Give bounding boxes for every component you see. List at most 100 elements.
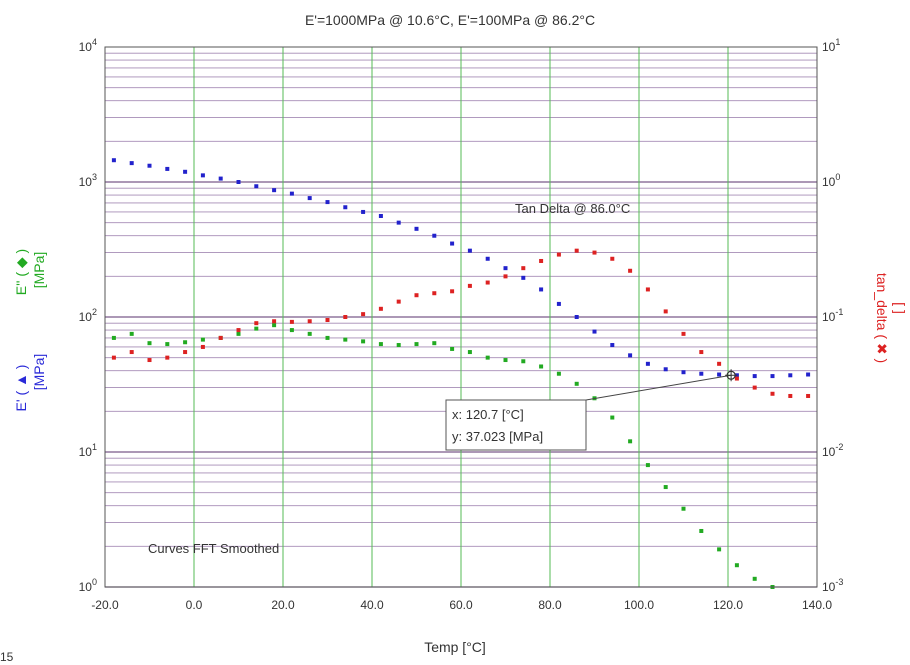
x-tick-label: 60.0: [449, 598, 473, 612]
data-point: [432, 291, 437, 296]
data-point: [467, 350, 472, 355]
corner-label: 15: [0, 650, 14, 664]
data-point: [307, 196, 312, 201]
y-right-tick-label: 101: [822, 37, 840, 54]
data-point: [396, 343, 401, 348]
smoothing-annotation: Curves FFT Smoothed: [148, 541, 279, 556]
x-tick-label: -20.0: [91, 598, 119, 612]
data-point: [200, 173, 205, 178]
x-tick-label: 140.0: [802, 598, 832, 612]
data-point: [414, 226, 419, 231]
data-point: [734, 563, 739, 568]
data-point: [467, 248, 472, 253]
tick-labels: -20.0 0.0 20.0 40.0 60.0 80.0 100.0 120.0 140.0 1…: [79, 37, 844, 612]
data-point: [111, 355, 116, 360]
data-point: [645, 361, 650, 366]
data-point: [165, 355, 170, 360]
data-point: [521, 266, 526, 271]
data-point: [272, 323, 277, 328]
data-point: [272, 319, 277, 324]
data-point: [343, 315, 348, 319]
cursor-x-readout: x: 120.7 [°C]: [452, 407, 524, 422]
data-point: [361, 312, 366, 317]
data-point: [556, 371, 561, 376]
data-point: [574, 248, 579, 253]
data-point: [503, 274, 508, 279]
y-right-tick-label: 100: [822, 172, 840, 189]
data-point: [236, 328, 241, 333]
y-left-tick-label: 104: [79, 37, 97, 54]
data-point: [734, 376, 739, 381]
series-E-group: [111, 323, 775, 589]
data-point: [183, 169, 188, 174]
data-point: [574, 381, 579, 386]
cursor-readout-box: [445, 399, 587, 451]
y-left-tick-label: 102: [79, 307, 97, 324]
data-point: [183, 340, 188, 345]
data-point: [129, 161, 134, 166]
y-right-tick-label: 10-2: [822, 442, 843, 459]
data-point: [414, 293, 419, 298]
data-point: [681, 370, 686, 375]
data-point: [129, 350, 134, 355]
data-point: [272, 188, 277, 193]
series-E-group: [111, 158, 811, 379]
data-point: [183, 350, 188, 355]
data-point: [645, 287, 650, 292]
data-point: [218, 335, 223, 340]
cursor-y-readout: y: 37.023 [MPa]: [452, 429, 543, 444]
data-point: [592, 329, 597, 334]
data-point: [717, 361, 722, 366]
data-point: [539, 287, 544, 292]
y-left-tick-label: 103: [79, 172, 97, 189]
data-point: [699, 528, 704, 533]
x-axis-label: Temp [°C]: [424, 639, 486, 655]
data-point: [485, 280, 490, 285]
x-tick-label: 120.0: [713, 598, 743, 612]
data-point: [361, 209, 366, 214]
data-point: [414, 342, 419, 347]
data-point: [610, 415, 615, 420]
data-point: [628, 268, 633, 273]
data-point: [325, 200, 330, 205]
series-layer: [111, 158, 811, 589]
left-axis-label-primary: E' ( ▲ ): [13, 365, 29, 412]
data-point: [485, 256, 490, 261]
data-point: [806, 393, 811, 398]
data-point: [325, 318, 330, 323]
data-point: [378, 342, 383, 347]
data-point: [717, 547, 722, 552]
data-point: [503, 266, 508, 271]
data-point: [628, 439, 633, 444]
x-tick-label: 20.0: [271, 598, 295, 612]
data-point: [396, 299, 401, 304]
data-point: [752, 576, 757, 581]
data-point: [663, 485, 668, 490]
data-point: [378, 213, 383, 218]
data-point: [254, 321, 259, 326]
data-point: [628, 353, 633, 358]
right-axis-label-unit: [ ]: [892, 302, 908, 314]
data-point: [325, 335, 330, 340]
data-point: [592, 250, 597, 255]
data-point: [378, 306, 383, 311]
x-tick-label: 80.0: [538, 598, 562, 612]
data-point: [236, 180, 241, 184]
data-point: [129, 331, 134, 336]
data-point: [717, 372, 722, 377]
data-point: [361, 339, 366, 344]
left-axis-label-secondary: E'' ( ◆ ): [13, 249, 29, 295]
data-point: [343, 205, 348, 210]
cursor-leader-line: [585, 374, 732, 401]
data-point: [289, 191, 294, 196]
y-right-tick-label: 10-1: [822, 307, 843, 324]
data-point: [556, 252, 561, 257]
data-point: [539, 364, 544, 369]
cursor-marker: [725, 369, 738, 382]
data-point: [610, 256, 615, 261]
data-point: [307, 331, 312, 336]
data-point: [663, 309, 668, 314]
data-point: [788, 373, 793, 378]
tan-delta-annotation: Tan Delta @ 86.0°C: [515, 201, 630, 216]
data-point: [450, 346, 455, 351]
